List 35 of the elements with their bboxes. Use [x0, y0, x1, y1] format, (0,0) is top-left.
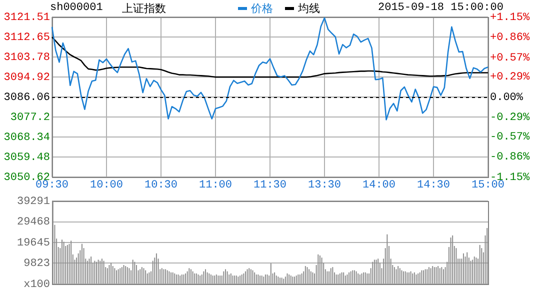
y-tick-label: 3094.92	[4, 72, 50, 84]
y-tick-label: 3112.65	[4, 32, 50, 44]
y2-tick-label: +1.15%	[490, 12, 530, 24]
y2-tick-label: +0.29%	[490, 72, 530, 84]
text: 2015-09-18 15:00:00	[378, 2, 504, 14]
y-tick-label: 3086.06	[4, 92, 50, 104]
x-tick-label: 11:00	[198, 180, 232, 192]
y-tick-label: 3068.34	[4, 132, 50, 144]
y-tick-label: 39291	[16, 196, 50, 208]
legend-label: 价格	[251, 2, 273, 15]
y2-tick-label: -0.29%	[490, 112, 530, 124]
y2-tick-label: -0.86%	[490, 152, 530, 164]
y-tick-label: 3103.78	[4, 52, 50, 64]
chart-title: 上证指数	[122, 2, 166, 15]
x-tick-label: 09:30	[35, 180, 69, 192]
y-tick-label: 9823	[24, 258, 50, 270]
y2-tick-label: +0.57%	[490, 52, 530, 64]
x-tick-label: 13:30	[308, 180, 342, 192]
y-tick-label: x100	[24, 278, 50, 291]
legend-label: 均线	[298, 2, 320, 15]
x-tick-label: 14:30	[416, 180, 450, 192]
y-tick-label: 3077.2	[10, 112, 50, 124]
x-tick-label: 10:30	[144, 180, 178, 192]
y2-tick-label: -0.57%	[490, 132, 530, 144]
y2-tick-label: +0.86%	[490, 32, 530, 44]
x-tick-label: 14:00	[362, 180, 396, 192]
y-tick-label: 3059.48	[4, 152, 50, 164]
x-tick-label: 15:00	[471, 180, 505, 192]
chart-subtitle: sh000001	[50, 2, 103, 15]
y-tick-label: 19645	[16, 237, 50, 250]
y-tick-label: 3121.51	[4, 12, 50, 24]
x-tick-label: 10:00	[90, 180, 124, 192]
x-tick-label: 11:30	[253, 180, 287, 192]
y-tick-label: 29468	[16, 216, 50, 229]
y2-tick-label: 0.00%	[490, 92, 524, 104]
